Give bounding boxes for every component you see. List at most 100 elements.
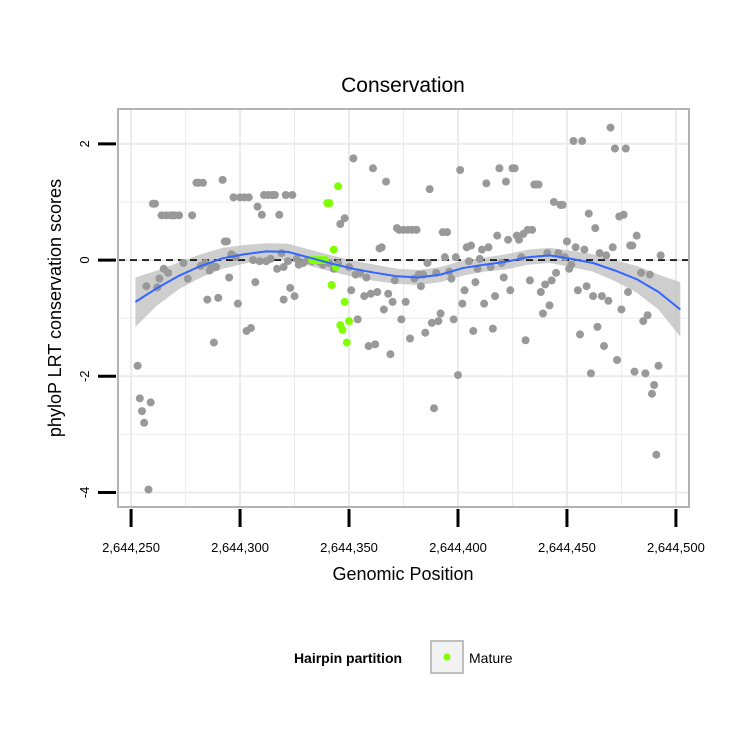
data-point-other bbox=[412, 225, 421, 234]
data-point-other bbox=[593, 322, 602, 331]
data-point-other bbox=[453, 371, 462, 380]
data-point-other bbox=[144, 485, 153, 494]
data-point-other bbox=[440, 253, 449, 262]
data-point-other bbox=[175, 211, 184, 220]
data-point-other bbox=[475, 254, 484, 263]
data-point-other bbox=[371, 340, 380, 349]
data-point-other bbox=[582, 282, 591, 291]
data-point-other bbox=[604, 296, 613, 305]
data-point-other bbox=[449, 315, 458, 324]
data-point-other bbox=[270, 190, 279, 199]
data-point-other bbox=[222, 237, 231, 246]
data-point-other bbox=[253, 202, 262, 211]
data-point-other bbox=[606, 123, 615, 132]
data-point-other bbox=[225, 273, 234, 282]
data-point-other bbox=[510, 164, 519, 173]
y-tick-label: 2 bbox=[77, 140, 92, 147]
data-point-other bbox=[578, 136, 587, 145]
data-point-other bbox=[349, 154, 358, 163]
data-point-other bbox=[382, 177, 391, 186]
data-point-other bbox=[183, 274, 192, 283]
data-point-other bbox=[650, 380, 659, 389]
data-point-mature bbox=[334, 182, 343, 191]
data-point-other bbox=[477, 245, 486, 254]
x-tick-label: 2,644,450 bbox=[538, 540, 596, 555]
data-point-mature bbox=[325, 199, 334, 208]
data-point-other bbox=[602, 251, 611, 260]
data-point-other bbox=[142, 282, 151, 291]
data-point-other bbox=[246, 324, 255, 333]
data-point-other bbox=[423, 258, 432, 267]
data-point-other bbox=[499, 273, 508, 282]
data-point-other bbox=[146, 398, 155, 407]
data-point-other bbox=[451, 253, 460, 262]
data-point-other bbox=[504, 235, 513, 244]
data-point-other bbox=[362, 273, 371, 282]
y-axis: -4 -2 0 2 phyloP LRT conservation scores bbox=[45, 140, 116, 498]
data-point-other bbox=[656, 251, 665, 260]
data-point-other bbox=[569, 136, 578, 145]
data-point-other bbox=[641, 369, 650, 378]
data-point-other bbox=[493, 231, 502, 240]
data-point-other bbox=[388, 297, 397, 306]
data-point-other bbox=[643, 311, 652, 320]
data-point-other bbox=[364, 342, 373, 351]
data-point-other bbox=[600, 342, 609, 351]
data-point-other bbox=[536, 288, 545, 297]
data-point-other bbox=[255, 257, 264, 266]
data-point-other bbox=[386, 350, 395, 359]
x-axis: 2,644,250 2,644,300 2,644,350 2,644,400 2,64… bbox=[102, 509, 705, 584]
x-tick-label: 2,644,500 bbox=[647, 540, 705, 555]
data-point-other bbox=[534, 180, 543, 189]
data-point-other bbox=[491, 292, 500, 301]
data-point-other bbox=[506, 286, 515, 295]
data-point-other bbox=[647, 389, 656, 398]
data-point-other bbox=[416, 282, 425, 291]
data-point-other bbox=[623, 288, 632, 297]
data-point-other bbox=[617, 305, 626, 314]
chart-title: Conservation bbox=[341, 74, 465, 97]
data-point-other bbox=[347, 286, 356, 295]
data-point-other bbox=[447, 274, 456, 283]
data-point-other bbox=[469, 326, 478, 335]
data-point-other bbox=[436, 309, 445, 318]
data-point-other bbox=[621, 144, 630, 153]
data-point-other bbox=[608, 243, 617, 252]
data-point-other bbox=[257, 210, 266, 219]
x-tick-label: 2,644,300 bbox=[211, 540, 269, 555]
data-point-other bbox=[480, 299, 489, 308]
data-point-other bbox=[515, 235, 524, 244]
data-point-other bbox=[425, 185, 434, 194]
data-point-other bbox=[632, 231, 641, 240]
data-point-other bbox=[390, 276, 399, 285]
data-point-other bbox=[488, 324, 497, 333]
data-point-other bbox=[377, 243, 386, 252]
data-point-other bbox=[482, 179, 491, 188]
data-point-other bbox=[654, 361, 663, 370]
data-point-other bbox=[573, 286, 582, 295]
data-point-other bbox=[427, 318, 436, 327]
data-point-other bbox=[630, 367, 639, 376]
data-point-other bbox=[430, 404, 439, 413]
points-mature bbox=[307, 182, 354, 347]
legend-title: Hairpin partition bbox=[294, 650, 402, 666]
data-point-other bbox=[198, 178, 207, 187]
y-tick-label: 0 bbox=[77, 256, 92, 263]
data-point-other bbox=[266, 254, 275, 263]
x-ticks: 2,644,250 2,644,300 2,644,350 2,644,400 2,64… bbox=[102, 509, 705, 555]
data-point-other bbox=[273, 264, 282, 273]
plot-panel bbox=[117, 108, 690, 508]
data-point-other bbox=[336, 220, 345, 229]
data-point-other bbox=[212, 263, 221, 272]
data-point-other bbox=[137, 407, 146, 416]
data-point-other bbox=[610, 144, 619, 153]
data-point-other bbox=[290, 292, 299, 301]
data-point-other bbox=[541, 280, 550, 289]
data-point-other bbox=[545, 301, 554, 310]
data-point-other bbox=[613, 356, 622, 365]
y-tick-label: -4 bbox=[77, 487, 92, 499]
data-point-other bbox=[401, 297, 410, 306]
data-point-other bbox=[637, 268, 646, 277]
data-point-other bbox=[586, 369, 595, 378]
data-point-other bbox=[562, 237, 571, 246]
